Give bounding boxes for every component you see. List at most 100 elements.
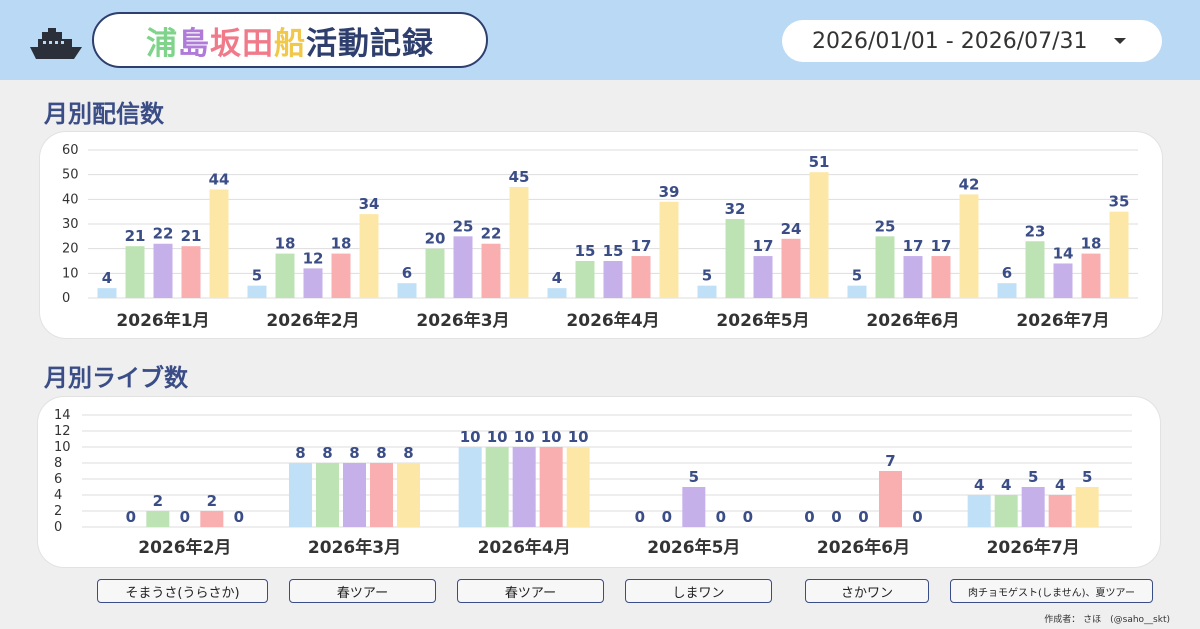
credit-text: 作成者： さほ (@saho__skt) [1044,615,1170,625]
data-label: 17 [931,237,952,255]
bar [547,288,567,298]
title-char: 動 [338,25,370,62]
data-label: 0 [126,508,136,526]
x-category-label: 2026年3月 [416,310,509,331]
y-tick-label: 0 [62,291,70,306]
header-bar: 浦島坂田船活動記録 2026/01/01 - 2026/07/31 [0,0,1200,80]
bar [458,447,482,527]
bar [725,219,745,298]
y-tick-label: 6 [54,472,62,487]
data-label: 8 [295,444,305,462]
bar [97,288,117,298]
bar [125,246,145,298]
bar [959,194,979,298]
section-title-streams: 月別配信数 [44,100,164,128]
bar [697,285,717,298]
x-category-label: 2026年5月 [647,537,740,558]
date-range-dropdown[interactable]: 2026/01/01 - 2026/07/31 [782,20,1162,62]
data-label: 0 [716,508,726,526]
filter-button-1[interactable]: そまうさ(うらさか) [97,579,268,603]
data-label: 0 [234,508,244,526]
data-label: 7 [885,452,895,470]
data-label: 5 [252,267,262,285]
y-tick-label: 20 [62,242,79,257]
bar [1109,211,1129,298]
bar [425,248,445,298]
bar [397,463,420,527]
filter-button-3[interactable]: 春ツアー [457,579,604,603]
y-tick-label: 10 [54,440,71,455]
bar [1021,487,1045,527]
filter-button-2[interactable]: 春ツアー [289,579,436,603]
bar [997,283,1017,298]
bar [1048,495,1072,527]
bar [453,236,473,298]
data-label: 14 [1053,244,1074,262]
data-label: 10 [514,428,535,446]
x-category-label: 2026年6月 [817,537,910,558]
ship-icon [30,28,82,59]
bar [397,283,417,298]
x-category-label: 2026年7月 [1016,310,1109,331]
y-tick-label: 12 [54,424,71,439]
bar [1075,487,1099,527]
title-char: 録 [402,25,434,62]
y-tick-label: 4 [54,488,62,503]
bar [781,238,801,298]
bar [903,256,923,298]
data-label: 6 [402,264,412,282]
y-tick-label: 40 [62,192,79,207]
y-tick-label: 30 [62,217,79,232]
bar [153,243,173,298]
x-category-label: 2026年2月 [266,310,359,331]
data-label: 25 [875,217,896,235]
filter-button-6[interactable]: 肉チョモゲスト(しません)、夏ツアー [950,579,1153,603]
data-label: 8 [376,444,386,462]
bar [809,172,829,298]
bar [289,463,312,527]
title-char: 記 [370,25,402,62]
caret-down-icon[interactable] [1114,38,1126,44]
y-tick-label: 50 [62,168,79,183]
data-label: 18 [331,235,352,253]
bar [485,447,509,527]
data-label: 5 [1082,468,1092,486]
data-label: 10 [460,428,481,446]
data-label: 4 [974,476,984,494]
data-label: 25 [453,217,474,235]
bar [512,447,536,527]
y-tick-label: 10 [62,266,79,281]
bar [967,495,991,527]
bar [1053,263,1073,298]
data-label: 2 [153,492,163,510]
data-label: 5 [702,267,712,285]
data-label: 24 [781,220,802,238]
title-char: 田 [242,25,274,62]
data-label: 44 [209,170,230,188]
bar [539,447,563,527]
data-label: 17 [631,237,652,255]
data-label: 4 [1001,476,1011,494]
data-label: 10 [487,428,508,446]
bar [879,471,902,527]
data-label: 23 [1025,222,1046,240]
bar [566,447,590,527]
data-label: 5 [689,468,699,486]
filter-button-4[interactable]: しまワン [625,579,772,603]
data-label: 10 [541,428,562,446]
title-char: 坂 [210,25,242,62]
bar [316,463,339,527]
data-label: 4 [552,269,562,287]
x-category-label: 2026年1月 [116,310,209,331]
data-label: 51 [809,153,830,171]
data-label: 15 [603,242,624,260]
filter-button-5[interactable]: さかワン [805,579,929,603]
data-label: 18 [1081,235,1102,253]
bar [603,261,623,298]
data-label: 0 [743,508,753,526]
bar [659,201,679,298]
x-category-label: 2026年7月 [987,537,1080,558]
data-label: 22 [153,225,174,243]
